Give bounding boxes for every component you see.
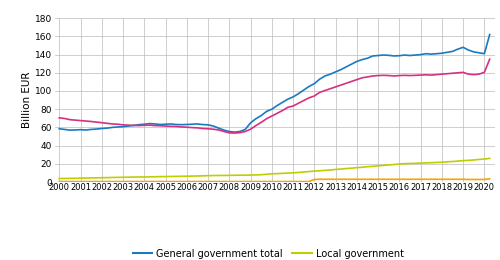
- Legend: General government total, Central government, Local government, Social security : General government total, Central govern…: [129, 245, 421, 260]
- Y-axis label: Billion EUR: Billion EUR: [22, 72, 32, 128]
